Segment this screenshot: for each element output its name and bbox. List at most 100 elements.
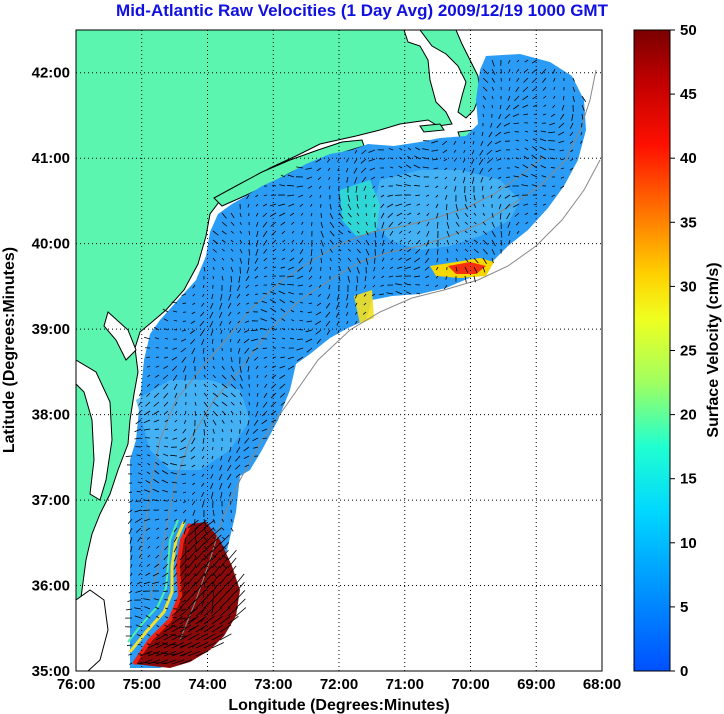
current-vector xyxy=(144,606,151,610)
current-vector xyxy=(146,536,151,540)
current-vector-strong xyxy=(219,549,229,561)
current-vector xyxy=(218,311,223,319)
current-vector-strong xyxy=(227,565,237,577)
current-vector xyxy=(444,185,448,190)
current-vector-strong xyxy=(187,590,198,601)
current-vector xyxy=(256,230,259,238)
current-vector-strong xyxy=(179,549,189,561)
current-vector-strong xyxy=(203,573,213,585)
current-vector xyxy=(230,518,233,523)
current-vector xyxy=(137,662,142,665)
current-vector xyxy=(182,320,187,322)
current-vector xyxy=(138,472,142,475)
current-vector xyxy=(255,248,259,256)
current-vector xyxy=(522,95,529,101)
current-vector-strong xyxy=(179,659,193,665)
current-vector xyxy=(270,291,277,295)
current-vector xyxy=(239,383,243,389)
current-vector xyxy=(230,239,234,243)
current-vector xyxy=(212,581,217,589)
current-vector xyxy=(551,194,556,197)
current-vector xyxy=(296,347,304,351)
current-vector xyxy=(464,203,468,210)
current-vector xyxy=(398,257,403,261)
marthas-vineyard xyxy=(419,123,445,133)
current-vector xyxy=(246,194,250,200)
current-vector xyxy=(164,509,169,511)
current-vector xyxy=(317,293,322,297)
current-vector xyxy=(310,203,313,207)
current-vector xyxy=(287,184,295,187)
current-vector xyxy=(481,185,484,191)
current-vector xyxy=(154,383,160,389)
colorbar-label: Surface Velocity (cm/s) xyxy=(705,262,722,437)
current-vector xyxy=(516,77,520,82)
current-vector xyxy=(551,185,556,188)
current-vector xyxy=(163,401,169,407)
current-vector xyxy=(414,185,421,187)
current-vector xyxy=(264,383,268,388)
current-vector-strong xyxy=(195,607,207,617)
current-vector xyxy=(516,59,520,63)
current-vector xyxy=(386,203,394,208)
current-vector xyxy=(335,311,340,318)
current-vector-strong xyxy=(187,519,199,529)
current-vector xyxy=(513,104,520,110)
current-vector xyxy=(251,338,259,342)
current-vector-strong xyxy=(179,557,189,569)
current-vector xyxy=(472,140,475,145)
current-vector-strong xyxy=(187,642,200,649)
current-vector xyxy=(482,68,489,75)
current-vector xyxy=(212,392,219,398)
current-vector xyxy=(414,257,421,263)
current-vector xyxy=(263,248,268,254)
current-vector xyxy=(229,338,232,343)
current-vector xyxy=(170,454,178,457)
current-vector xyxy=(404,266,412,270)
current-vector xyxy=(182,428,187,434)
current-vector xyxy=(327,293,331,300)
current-vector xyxy=(161,470,169,475)
current-vector xyxy=(280,174,286,178)
current-vector xyxy=(190,446,196,452)
lat-tick-label: 42:00 xyxy=(32,65,70,82)
current-vector xyxy=(472,176,475,184)
current-vector xyxy=(540,130,547,133)
current-vector xyxy=(136,634,142,637)
current-vector xyxy=(239,239,243,244)
current-vector xyxy=(174,419,178,423)
current-vector xyxy=(558,140,565,144)
current-vector xyxy=(264,275,268,278)
current-vector-strong xyxy=(211,581,221,593)
current-vector xyxy=(347,266,352,273)
current-vector xyxy=(155,365,160,368)
current-vector xyxy=(212,383,218,388)
current-vector xyxy=(533,130,538,133)
current-vector xyxy=(181,356,187,363)
current-vector xyxy=(473,221,477,225)
current-vector xyxy=(407,155,412,160)
current-vector xyxy=(413,164,421,169)
current-vector xyxy=(272,184,277,187)
current-vector xyxy=(319,275,322,280)
current-vector xyxy=(251,329,259,331)
current-vector xyxy=(211,608,214,614)
current-vector xyxy=(500,230,503,238)
current-vector xyxy=(155,554,160,559)
current-vector xyxy=(362,311,367,315)
current-vector-strong xyxy=(219,633,232,641)
current-vector-strong xyxy=(211,633,224,641)
current-vector xyxy=(255,212,259,217)
current-vector xyxy=(146,356,151,359)
current-vector xyxy=(239,257,243,264)
current-vector xyxy=(244,320,250,323)
current-vector xyxy=(236,293,241,299)
current-vector xyxy=(524,130,529,133)
current-vector xyxy=(516,148,520,151)
current-vector xyxy=(153,392,160,398)
current-vector xyxy=(435,185,439,188)
current-vector xyxy=(194,383,197,388)
current-vector xyxy=(162,581,169,585)
current-vector xyxy=(155,606,160,610)
current-vector xyxy=(399,248,403,252)
